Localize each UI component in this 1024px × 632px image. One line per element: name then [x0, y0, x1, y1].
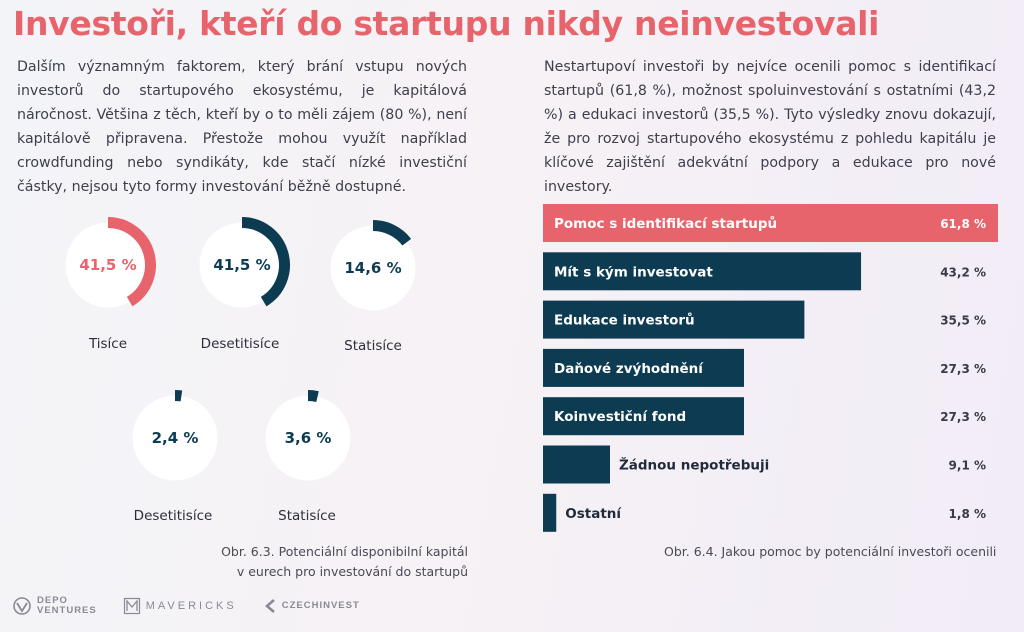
bar-value-label: 27,3 % [940, 410, 986, 424]
bar-value-label: 1,8 % [949, 507, 986, 521]
bar [543, 445, 610, 484]
bar [543, 397, 744, 436]
donut-chart-caption: Obr. 6.3. Potenciální disponibilní kapit… [221, 544, 468, 579]
mavericks-label: MAVERICKS [145, 600, 237, 612]
donut-category-label: Statisíce [344, 338, 402, 354]
right-paragraph: Nestartupoví investoři by nejvíce ocenil… [544, 59, 996, 195]
donut-background [330, 225, 416, 311]
bar-category-label: Koinvestiční fond [554, 409, 686, 425]
bar-category-label: Daňové zvýhodnění [554, 361, 704, 377]
bar-value-label: 35,5 % [940, 314, 986, 328]
bar-chart-caption: Obr. 6.4. Jakou pomoc by potenciální inv… [664, 544, 997, 559]
donut-background [199, 222, 285, 308]
donut-arc [372, 220, 412, 246]
bar-value-label: 27,3 % [940, 362, 986, 376]
donut-category-label: Tisíce [88, 336, 127, 352]
left-paragraph: Dalším významným faktorem, který brání v… [17, 59, 467, 195]
donut-category-label: Desetitisíce [201, 336, 280, 352]
footer-logos: DEPO VENTURES MAVERICKS CZECHINVEST [12, 596, 360, 616]
logo-depo-ventures: DEPO VENTURES [12, 596, 97, 616]
donut-charts: 41,5 % Tisíce 41,5 % Desetitisíce 14,6 % Stat… [65, 217, 416, 524]
donut-value-label: 41,5 % [79, 256, 136, 274]
bar [543, 493, 557, 532]
bar-category-label: Ostatní [565, 506, 622, 522]
bar-chart: Pomoc s identifikací startupů 61,8 % Mít s… [543, 204, 998, 532]
bar [543, 252, 862, 291]
donut-background [132, 395, 218, 481]
depo-ventures-icon [13, 597, 31, 615]
donut-value-label: 41,5 % [213, 256, 270, 274]
donut-arc [307, 390, 319, 402]
bar-category-label: Pomoc s identifikací startupů [554, 215, 777, 232]
bar [543, 348, 744, 387]
depo-ventures-label: DEPO VENTURES [37, 595, 97, 616]
donut-arc [241, 217, 290, 307]
donut-value-label: 14,6 % [344, 259, 401, 277]
donut-background [265, 395, 351, 481]
donut-arc [107, 217, 156, 307]
page-title: Investoři, kteří do startupu nikdy neinv… [13, 4, 880, 43]
bar-value-label: 43,2 % [940, 265, 986, 279]
donut-value-label: 2,4 % [152, 429, 199, 447]
donut-category-label: Statisíce [278, 508, 336, 524]
bar-value-label: 61,8 % [940, 217, 986, 231]
bar [543, 204, 998, 242]
logo-czechinvest: CZECHINVEST [263, 597, 360, 615]
logo-mavericks: MAVERICKS [123, 597, 237, 615]
mavericks-icon [123, 597, 140, 615]
bar-category-label: Mít s kým investovat [554, 264, 713, 280]
czechinvest-icon [264, 599, 275, 613]
donut-value-label: 3,6 % [285, 429, 332, 447]
donut-background [65, 222, 151, 308]
bar-category-label: Edukace investorů [554, 312, 695, 329]
bar [543, 300, 805, 339]
bar-category-label: Žádnou nepotřebuji [619, 457, 769, 474]
czechinvest-label: CZECHINVEST [281, 600, 360, 611]
bar-value-label: 9,1 % [949, 459, 986, 473]
donut-category-label: Desetitisíce [134, 508, 213, 524]
